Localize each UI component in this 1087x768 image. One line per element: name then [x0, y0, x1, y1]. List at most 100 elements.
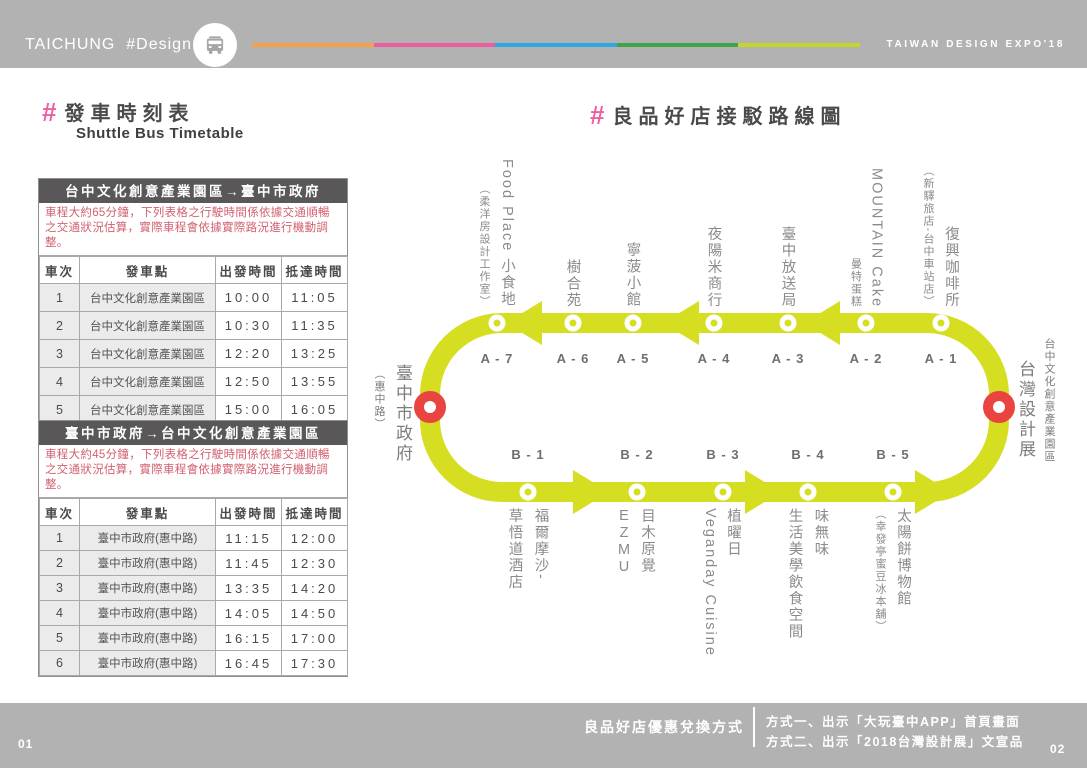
stop-marker — [564, 314, 582, 332]
stop-marker — [705, 314, 723, 332]
timetable2-note: 車程大約45分鐘，下列表格之行駛時間係依據交通順暢之交通狀況估算，實際車程會依據… — [39, 445, 347, 498]
departure-time: 15:00 — [215, 395, 282, 424]
station-subname: EZMU — [616, 508, 632, 576]
departure-point: 臺中市政府(惠中路) — [79, 650, 216, 676]
col-trip: 車次 — [39, 256, 80, 284]
station-subname: Veganday Cuisine — [702, 508, 718, 657]
departure-point: 臺中市政府(惠中路) — [79, 600, 216, 626]
arrival-time: 13:25 — [281, 339, 348, 368]
footer-divider — [753, 707, 755, 747]
station-name: 樹合苑 — [564, 258, 581, 309]
station-label-b1: 福爾摩沙- 草悟道酒店 — [468, 508, 588, 698]
station-subname: 曼特蛋糕 — [849, 258, 862, 308]
timetable-park-to-cityhall: 台中文化創意產業園區→臺中市政府 車程大約65分鐘，下列表格之行駛時間係依據交通… — [38, 178, 348, 453]
timetable-title: 發車時刻表 — [64, 103, 195, 125]
station-name: 復興咖啡所 — [943, 225, 959, 309]
stop-code-b4: B - 4 — [791, 447, 825, 462]
terminal-marker-expo — [983, 391, 1015, 423]
station-subname: （柔洋房設計工作室） — [478, 183, 490, 308]
trip-number: 2 — [39, 311, 80, 340]
table-row: 1 台中文化創意產業園區 10:00 11:05 — [39, 283, 348, 312]
route-map-section-title: # 良品好店接駁路線圖 — [590, 100, 846, 131]
page-number-right: 02 — [1050, 742, 1066, 756]
table-row: 2 台中文化創意產業園區 10:30 11:35 — [39, 311, 348, 340]
station-name: 寧菠小館 — [624, 242, 641, 308]
route-map-title: 良品好店接駁路線圖 — [612, 106, 847, 128]
bus-icon — [193, 23, 237, 67]
table-row: 3 台中文化創意產業園區 12:20 13:25 — [39, 339, 348, 368]
arrival-time: 11:05 — [281, 283, 348, 312]
station-name: Food Place 小食地 — [499, 159, 515, 308]
station-label-a1: 復興咖啡所 （新驛旅店-台中車站店） — [881, 136, 1001, 308]
trip-number: 6 — [39, 650, 80, 676]
stop-marker — [714, 483, 732, 501]
arrival-time: 17:00 — [281, 625, 348, 651]
departure-point: 臺中市政府(惠中路) — [79, 550, 216, 576]
station-label-a7: Food Place 小食地 （柔洋房設計工作室） — [437, 136, 557, 308]
trip-number: 5 — [39, 395, 80, 424]
stop-code-a7: A - 7 — [480, 351, 514, 366]
table-row: 4 台中文化創意產業園區 12:50 13:55 — [39, 367, 348, 396]
station-label-b5: 太陽餅博物館 （幸發亭蜜豆冰本舖） — [833, 508, 953, 698]
stop-code-b3: B - 3 — [706, 447, 740, 462]
table-row: 3 臺中市政府(惠中路) 13:35 14:20 — [39, 575, 348, 601]
station-name: 太陽餅博物館 — [895, 508, 911, 607]
station-name: 味無味 — [812, 508, 829, 558]
hash-mark: # — [42, 97, 57, 127]
timetable-subtitle: Shuttle Bus Timetable — [76, 125, 244, 142]
timetable1-header-row: 車次 發車點 出發時間 抵達時間 — [39, 256, 348, 284]
station-label-b2: 目木原覺 EZMU — [577, 508, 697, 698]
stop-marker — [799, 483, 817, 501]
trip-number: 1 — [39, 525, 80, 551]
stop-code-a3: A - 3 — [771, 351, 805, 366]
table-row: 2 臺中市政府(惠中路) 11:45 12:30 — [39, 550, 348, 576]
timetable-cityhall-to-park: 臺中市政府→台中文化創意產業園區 車程大約45分鐘，下列表格之行駛時間係依據交通… — [38, 420, 348, 677]
decorative-gradient-line — [252, 43, 860, 47]
terminal-sublabel-park: 台中文化創意產業園區 — [1043, 338, 1055, 463]
arrival-time: 14:50 — [281, 600, 348, 626]
trip-number: 1 — [39, 283, 80, 312]
stop-marker — [488, 314, 506, 332]
stop-marker — [857, 314, 875, 332]
station-label-b4: 味無味 生活美學飲食空間 — [748, 508, 868, 698]
timetable2-direction-title: 臺中市政府→台中文化創意產業園區 — [39, 421, 347, 445]
arrival-time: 12:00 — [281, 525, 348, 551]
redeem-method-2: 方式二、出示「2018台灣設計展」文宣品 — [766, 735, 1024, 749]
trip-number: 4 — [39, 367, 80, 396]
station-label-a6: 樹合苑 — [513, 136, 633, 309]
arrival-time: 11:35 — [281, 311, 348, 340]
station-subname: （幸發亭蜜豆冰本舖） — [874, 508, 886, 633]
terminal-sublabel-cityhall: （惠中路） — [373, 368, 385, 431]
station-label-a5: 寧菠小館 — [573, 136, 693, 308]
stop-marker — [519, 483, 537, 501]
departure-time: 16:45 — [215, 650, 282, 676]
stop-code-a2: A - 2 — [849, 351, 883, 366]
timetable1-direction-title: 台中文化創意產業園區→臺中市政府 — [39, 179, 347, 203]
station-subname: 生活美學飲食空間 — [786, 508, 803, 640]
station-name: 臺中放送局 — [779, 225, 796, 309]
stop-marker — [628, 483, 646, 501]
station-label-a3: 臺中放送局 — [728, 136, 848, 309]
station-name: 目木原覺 — [639, 508, 655, 574]
terminal-label-design-expo: 台灣設計展 — [1016, 360, 1035, 460]
station-label-b3: 植曜日 Veganday Cuisine — [663, 508, 783, 698]
trip-number: 4 — [39, 600, 80, 626]
table-row: 4 臺中市政府(惠中路) 14:05 14:50 — [39, 600, 348, 626]
terminal-label-cityhall: 臺中市政府 — [393, 364, 412, 464]
table-row: 5 台中文化創意產業園區 15:00 16:05 — [39, 395, 348, 424]
departure-time: 12:50 — [215, 367, 282, 396]
station-label-a4: 夜陽米商行 — [654, 136, 774, 309]
trip-number: 5 — [39, 625, 80, 651]
expo-title: TAIWAN DESIGN EXPO'18 — [886, 39, 1065, 50]
hash-mark: # — [590, 100, 605, 130]
station-name: 植曜日 — [725, 508, 741, 558]
col-trip: 車次 — [39, 498, 80, 526]
trip-number: 2 — [39, 550, 80, 576]
departure-time: 14:05 — [215, 600, 282, 626]
col-arrival-time: 抵達時間 — [281, 256, 348, 284]
station-subname: 草悟道酒店 — [506, 508, 523, 591]
stop-marker — [932, 314, 950, 332]
stop-code-a1: A - 1 — [924, 351, 958, 366]
col-departure-time: 出發時間 — [215, 498, 282, 526]
